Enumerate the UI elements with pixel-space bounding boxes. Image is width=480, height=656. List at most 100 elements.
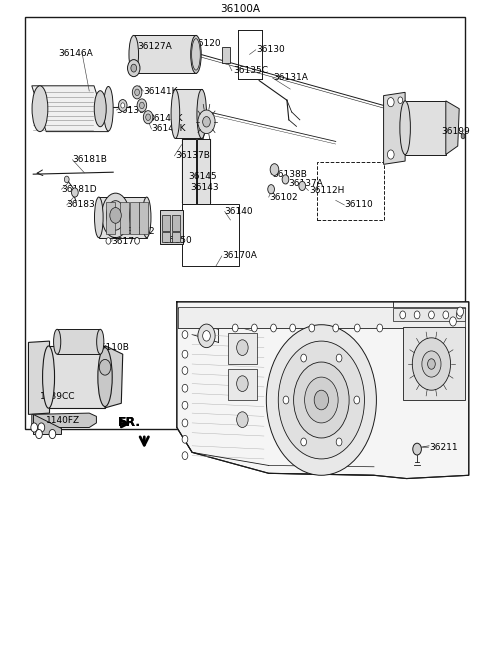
Text: 36137B: 36137B [175,152,210,160]
Ellipse shape [94,91,106,127]
Circle shape [232,324,238,332]
Circle shape [182,350,188,358]
Bar [228,369,257,400]
Circle shape [64,176,69,182]
Polygon shape [33,415,60,434]
Circle shape [387,98,394,107]
Text: 36140: 36140 [225,207,253,216]
Text: 36135C: 36135C [233,66,268,75]
Circle shape [354,396,360,404]
Text: 36150: 36150 [163,236,192,245]
Ellipse shape [171,89,180,138]
Circle shape [144,111,153,124]
Circle shape [294,362,349,438]
Ellipse shape [104,87,113,131]
Bar [24,17,465,430]
Polygon shape [105,346,123,408]
Text: 36100A: 36100A [220,3,260,14]
Circle shape [301,354,307,362]
Circle shape [428,359,435,369]
Circle shape [182,419,188,427]
Circle shape [457,307,464,316]
Circle shape [119,100,127,112]
Circle shape [429,311,434,319]
Bar [161,215,170,231]
Circle shape [266,325,376,476]
Circle shape [309,324,315,332]
Circle shape [182,436,188,443]
Circle shape [278,341,364,459]
Circle shape [461,134,465,139]
Circle shape [336,438,342,446]
Bar [317,163,384,220]
Bar [405,101,446,155]
Circle shape [237,376,248,392]
Circle shape [198,324,215,348]
Ellipse shape [43,346,55,408]
Circle shape [146,114,151,121]
Circle shape [305,377,338,423]
Circle shape [412,338,451,390]
Circle shape [31,423,37,432]
Ellipse shape [107,201,125,230]
Circle shape [131,64,137,72]
Text: 1140FZ: 1140FZ [46,417,80,426]
Circle shape [354,324,360,332]
Bar [181,140,196,203]
Circle shape [290,324,296,332]
Polygon shape [177,302,469,479]
Text: 36137A: 36137A [288,180,323,188]
Polygon shape [32,413,96,428]
Circle shape [128,60,140,77]
Circle shape [99,359,111,375]
Text: 36131A: 36131A [274,73,308,83]
Ellipse shape [98,348,112,407]
Circle shape [456,311,462,319]
Bar [222,47,230,63]
Circle shape [422,351,441,377]
Bar [175,89,202,138]
Circle shape [182,367,188,375]
Circle shape [135,89,140,96]
Text: FR.: FR. [118,416,141,429]
Circle shape [377,324,383,332]
Bar [134,35,196,73]
Circle shape [299,181,306,190]
Circle shape [400,311,406,319]
Ellipse shape [129,35,139,73]
Circle shape [387,150,394,159]
Bar [140,201,148,234]
Circle shape [106,237,111,244]
Circle shape [182,452,188,460]
Text: 36183: 36183 [67,201,96,209]
Circle shape [252,324,257,332]
Text: 36199: 36199 [441,127,470,136]
Text: 36138B: 36138B [272,170,307,178]
Circle shape [271,324,276,332]
Text: 36182: 36182 [126,226,155,236]
Circle shape [398,97,403,104]
Ellipse shape [54,329,61,354]
Circle shape [198,110,215,134]
Circle shape [283,396,289,404]
Circle shape [336,354,342,362]
Circle shape [282,174,289,184]
Text: 36139: 36139 [117,106,145,115]
Bar [172,215,180,231]
Text: 36102: 36102 [270,193,298,201]
Text: 36127A: 36127A [137,42,172,51]
Bar [120,201,129,234]
Ellipse shape [192,39,200,70]
Bar [178,307,465,328]
Ellipse shape [95,197,103,237]
Text: FR.: FR. [118,416,141,429]
Circle shape [203,117,210,127]
Text: 36146A: 36146A [58,49,93,58]
Circle shape [137,99,147,112]
Circle shape [413,443,421,455]
Circle shape [49,430,56,439]
Circle shape [72,188,78,197]
Circle shape [110,207,121,223]
Circle shape [237,340,248,356]
Circle shape [270,164,279,175]
